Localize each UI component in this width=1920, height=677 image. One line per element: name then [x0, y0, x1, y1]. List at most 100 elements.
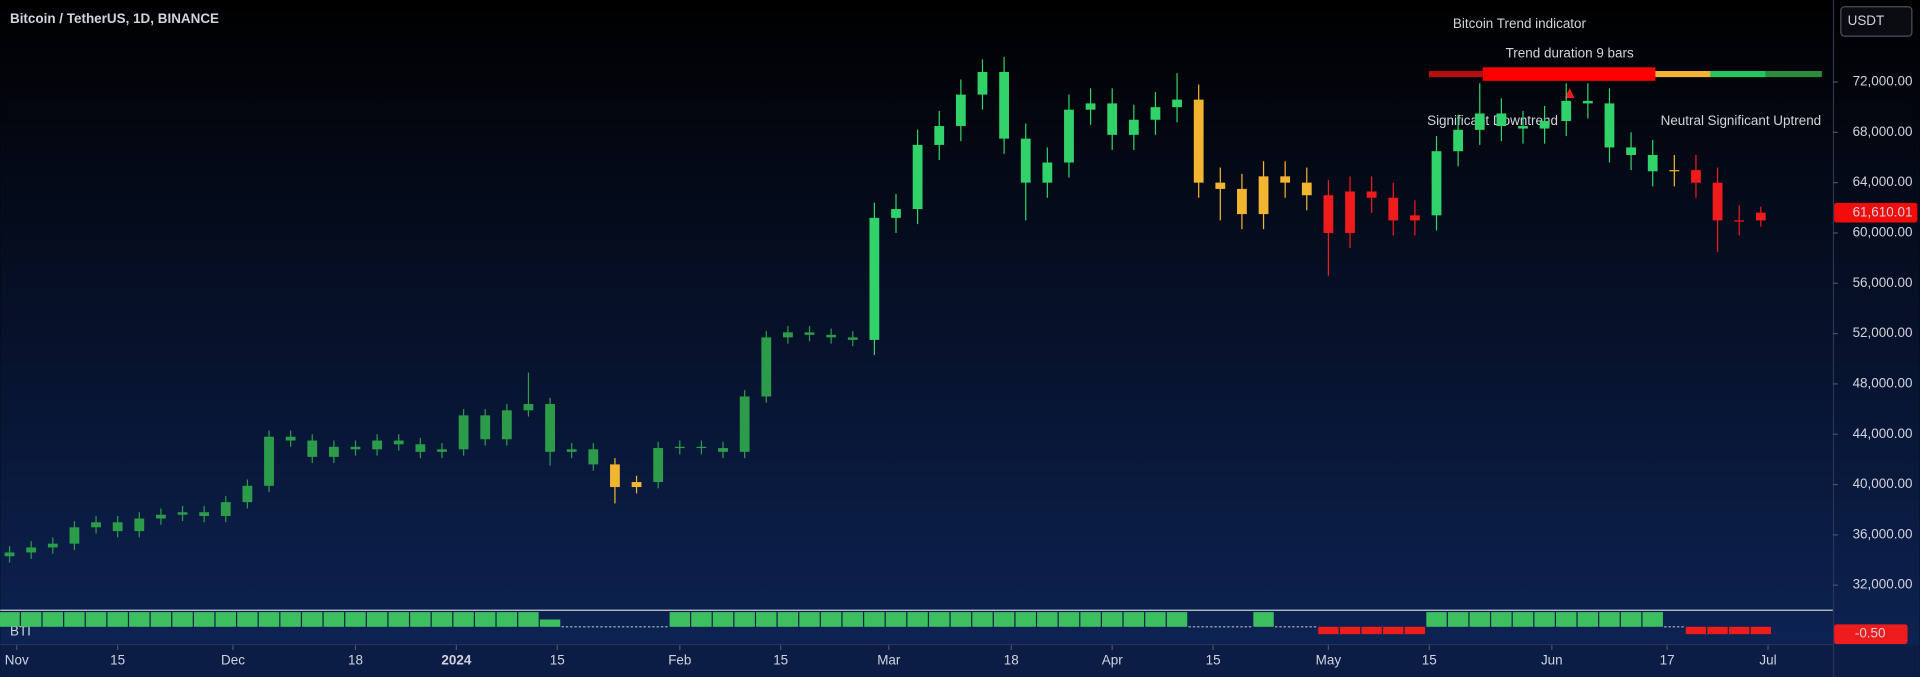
- currency-button[interactable]: [1840, 6, 1913, 37]
- candle-body: [372, 440, 383, 450]
- candle-body: [242, 485, 253, 503]
- x-tick-label: Mar: [877, 653, 901, 668]
- x-tick-label: 15: [1422, 653, 1437, 668]
- trend-label: Significant Downtrend: [1427, 113, 1558, 128]
- currency-label[interactable]: USDT: [1848, 13, 1885, 28]
- x-tick-label: 2024: [441, 653, 471, 668]
- candle-body: [156, 514, 166, 519]
- candle-body: [264, 436, 274, 486]
- trend-pointer: [1564, 88, 1575, 98]
- candle-body: [177, 512, 188, 515]
- indicator-bar: [1728, 626, 1750, 635]
- y-tick-label: 36,000.00: [1853, 526, 1913, 541]
- candle-body: [437, 449, 447, 452]
- indicator-bar: [237, 612, 258, 627]
- candle-body: [1409, 215, 1420, 221]
- trend-scale-segment: [1655, 71, 1711, 78]
- candle-body: [804, 332, 815, 335]
- candle-body: [1345, 191, 1355, 233]
- candle-body: [501, 410, 512, 440]
- candle-body: [999, 71, 1009, 139]
- trend-scale-segment: [1482, 67, 1656, 81]
- indicator-bar: [712, 612, 734, 627]
- indicator-bar: [172, 612, 193, 627]
- x-tick-label: Feb: [668, 653, 691, 668]
- candle-body: [566, 449, 577, 452]
- x-tick-label: 18: [1004, 653, 1019, 668]
- indicator-bar: [950, 612, 972, 627]
- indicator-bar: [929, 612, 950, 627]
- candle-body: [631, 482, 642, 488]
- indicator-bar: [820, 612, 842, 627]
- indicator-bar: [777, 612, 799, 627]
- candle-body: [112, 522, 123, 532]
- indicator-bar: [453, 612, 474, 627]
- candle-body: [1691, 170, 1701, 183]
- indicator-bar: [799, 612, 820, 627]
- indicator-bar: [885, 612, 907, 627]
- indicator-bar: [1512, 612, 1534, 627]
- indicator-bar: [864, 612, 885, 627]
- indicator-bar: [1685, 626, 1707, 635]
- candle-body: [1431, 151, 1442, 216]
- indicator-bar: [1339, 626, 1361, 635]
- indicator-bar: [1620, 612, 1642, 627]
- indicator-bar: [20, 612, 42, 627]
- indicator-bar: [1577, 612, 1599, 627]
- candle-body: [1755, 212, 1766, 221]
- y-tick-label: 44,000.00: [1853, 426, 1913, 441]
- indicator-bar: [756, 612, 777, 627]
- candle-body: [1150, 107, 1161, 120]
- last-price-label: 61,610.01: [1853, 204, 1913, 219]
- indicator-bar: [388, 612, 409, 627]
- indicator-bar: [539, 619, 561, 627]
- candle-body: [26, 547, 37, 553]
- indicator-bar: [1102, 612, 1123, 627]
- last-price-box: [1834, 202, 1918, 223]
- indicator-bar: [1123, 612, 1145, 627]
- indicator-bar: [193, 612, 215, 627]
- indicator-bar: [85, 612, 107, 627]
- y-tick-label: 32,000.00: [1853, 577, 1913, 592]
- x-tick-label: 15: [1206, 653, 1221, 668]
- indicator-bar: [366, 612, 388, 627]
- indicator-bar: [1145, 612, 1166, 627]
- candle-body: [1582, 100, 1593, 104]
- trend-scale-segment: [1710, 71, 1766, 78]
- candle-body: [1539, 121, 1550, 129]
- indicator-bar: [431, 612, 453, 627]
- x-tick-label: Dec: [221, 653, 245, 668]
- indicator-bar: [345, 612, 366, 627]
- indicator-bar: [1534, 612, 1555, 627]
- y-tick-label: 64,000.00: [1853, 174, 1913, 189]
- x-tick-label: Jul: [1759, 653, 1776, 668]
- indicator-bar: [1253, 612, 1274, 627]
- candle-body: [912, 144, 923, 210]
- indicator-bar: [1707, 626, 1728, 635]
- x-tick-label: May: [1316, 653, 1342, 668]
- indicator-bar: [42, 612, 64, 627]
- indicator-bar: [1491, 612, 1512, 627]
- indicator-bar: [1361, 626, 1382, 635]
- candle-body: [1237, 188, 1247, 215]
- indicator-bar: [107, 612, 128, 627]
- indicator-bar: [1599, 612, 1620, 627]
- candle-body: [674, 446, 685, 449]
- candle-body: [1561, 100, 1572, 122]
- indicator-bar: [215, 612, 236, 627]
- candle-body: [1280, 176, 1291, 183]
- candle-body: [350, 446, 361, 450]
- trend-title: Bitcoin Trend indicator: [1453, 16, 1587, 31]
- indicator-bar: [1469, 612, 1490, 627]
- candle-body: [1172, 99, 1182, 108]
- indicator-last-box: [1834, 624, 1908, 644]
- x-tick-label: 15: [110, 653, 125, 668]
- indicator-bar: [302, 612, 323, 627]
- candle-body: [718, 448, 728, 452]
- candle-body: [285, 436, 296, 441]
- indicator-bar: [258, 612, 280, 627]
- candle-body: [1647, 154, 1658, 172]
- candle-body: [761, 337, 772, 397]
- indicator-bar: [496, 612, 518, 627]
